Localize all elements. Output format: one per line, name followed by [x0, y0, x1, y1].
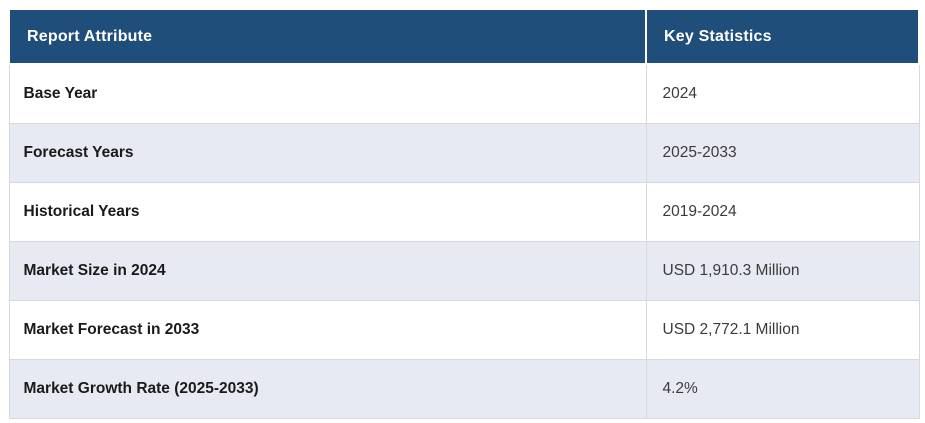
attribute-base-year: Base Year: [8, 63, 647, 124]
value-market-forecast-2033: USD 2,772.1 Million: [645, 299, 920, 360]
table-row: Historical Years 2019-2024: [8, 181, 920, 242]
attribute-historical-years: Historical Years: [8, 181, 647, 242]
attribute-forecast-years: Forecast Years: [8, 122, 647, 183]
table-row: Market Growth Rate (2025-2033) 4.2%: [8, 358, 920, 419]
value-market-growth-rate: 4.2%: [645, 358, 920, 419]
attribute-market-size-2024: Market Size in 2024: [8, 240, 647, 301]
attribute-market-growth-rate: Market Growth Rate (2025-2033): [8, 358, 647, 419]
value-forecast-years: 2025-2033: [645, 122, 920, 183]
table-header-row: Report Attribute Key Statistics: [8, 8, 920, 65]
key-statistics-table: Report Attribute Key Statistics Base Yea…: [8, 8, 920, 419]
value-market-size-2024: USD 1,910.3 Million: [645, 240, 920, 301]
column-header-report-attribute: Report Attribute: [8, 8, 647, 65]
value-base-year: 2024: [645, 63, 920, 124]
table-row: Forecast Years 2025-2033: [8, 122, 920, 183]
table-row: Market Size in 2024 USD 1,910.3 Million: [8, 240, 920, 301]
value-historical-years: 2019-2024: [645, 181, 920, 242]
table-row: Market Forecast in 2033 USD 2,772.1 Mill…: [8, 299, 920, 360]
attribute-market-forecast-2033: Market Forecast in 2033: [8, 299, 647, 360]
table-row: Base Year 2024: [8, 63, 920, 124]
column-header-key-statistics: Key Statistics: [645, 8, 920, 65]
